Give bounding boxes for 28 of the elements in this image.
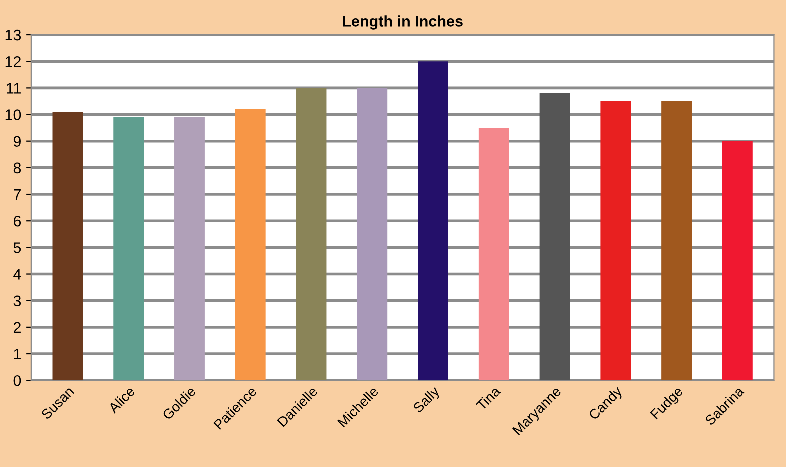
bar	[662, 101, 692, 381]
y-tick-label: 6	[14, 216, 22, 227]
y-tick-label: 10	[6, 110, 22, 120]
chart-title: Length in Inches	[343, 16, 463, 30]
bar	[114, 117, 144, 381]
bar	[600, 101, 632, 381]
y-tick-label: 5	[14, 242, 22, 254]
bar	[52, 112, 84, 381]
bar	[296, 88, 327, 381]
x-tick-label: Tina	[476, 385, 502, 412]
bar	[722, 141, 753, 381]
y-tick-label: 9	[14, 136, 21, 148]
y-tick-label: 2	[14, 322, 21, 333]
y-tick-label: 11	[7, 83, 21, 94]
y-tick-label: 7	[14, 190, 21, 200]
bar	[540, 94, 570, 381]
bar	[174, 117, 205, 381]
bar	[478, 128, 510, 381]
y-tick-label: 13	[6, 30, 22, 41]
y-tick-label: 8	[14, 162, 22, 174]
y-tick-label: 12	[6, 56, 21, 68]
y-tick-label: 0	[14, 375, 22, 386]
bar	[235, 109, 266, 381]
y-tick-label: 4	[14, 269, 22, 280]
y-tick-label: 3	[14, 296, 22, 307]
y-tick-label: 1	[14, 349, 21, 360]
bar	[418, 62, 448, 381]
bar	[357, 88, 388, 381]
